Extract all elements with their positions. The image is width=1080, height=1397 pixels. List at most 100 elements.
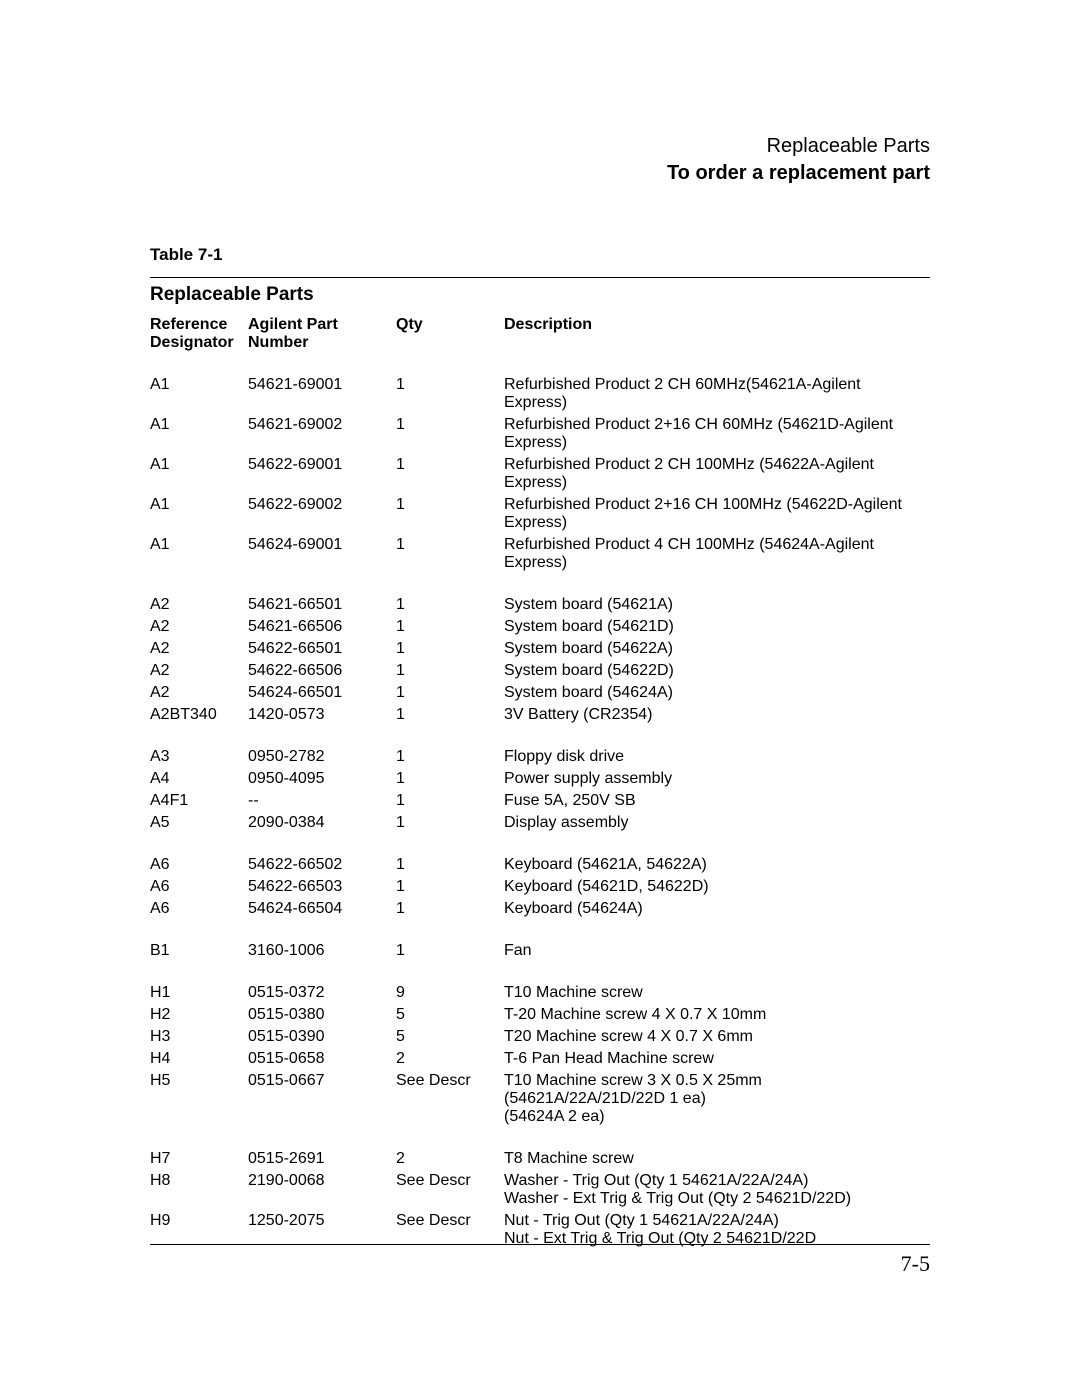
cell-ref: A2 <box>150 616 248 638</box>
cell-ref: A1 <box>150 494 248 534</box>
cell-qty: 1 <box>396 812 504 834</box>
cell-part: 54622-69001 <box>248 454 396 494</box>
cell-ref: A5 <box>150 812 248 834</box>
cell-qty: 1 <box>396 616 504 638</box>
table-row: A654624-665041Keyboard (54624A) <box>150 898 930 920</box>
cell-qty: 1 <box>396 660 504 682</box>
cell-qty: 1 <box>396 768 504 790</box>
cell-part: 0515-0667 <box>248 1070 396 1128</box>
table-row: A154624-690011Refurbished Product 4 CH 1… <box>150 534 930 574</box>
cell-desc: System board (54622A) <box>504 638 930 660</box>
cell-desc: T-6 Pan Head Machine screw <box>504 1048 930 1070</box>
cell-qty: 5 <box>396 1026 504 1048</box>
parts-table-body: A154621-690011Refurbished Product 2 CH 6… <box>150 354 930 1250</box>
cell-qty: 1 <box>396 854 504 876</box>
table-row: B13160-10061Fan <box>150 940 930 962</box>
cell-ref: H7 <box>150 1148 248 1170</box>
cell-part: 54622-66506 <box>248 660 396 682</box>
table-row: A254622-665011System board (54622A) <box>150 638 930 660</box>
cell-qty: 2 <box>396 1148 504 1170</box>
cell-ref: A2 <box>150 638 248 660</box>
cell-ref: A3 <box>150 746 248 768</box>
cell-qty: 1 <box>396 746 504 768</box>
table-row: A40950-40951Power supply assembly <box>150 768 930 790</box>
cell-part: 0515-2691 <box>248 1148 396 1170</box>
cell-part: 3160-1006 <box>248 940 396 962</box>
cell-qty: 2 <box>396 1048 504 1070</box>
cell-ref: A2 <box>150 594 248 616</box>
cell-desc: T10 Machine screw <box>504 982 930 1004</box>
cell-ref: A2 <box>150 682 248 704</box>
table-row: H50515-0667See DescrT10 Machine screw 3 … <box>150 1070 930 1128</box>
cell-part: 54622-66502 <box>248 854 396 876</box>
parts-table-head: Reference Designator Agilent Part Number… <box>150 314 930 354</box>
table-row: A254621-665011System board (54621A) <box>150 594 930 616</box>
cell-part: 0515-0390 <box>248 1026 396 1048</box>
cell-ref: H3 <box>150 1026 248 1048</box>
cell-qty: See Descr <box>396 1170 504 1210</box>
cell-qty: 1 <box>396 898 504 920</box>
cell-qty: 1 <box>396 638 504 660</box>
cell-part: 54624-69001 <box>248 534 396 574</box>
table-row: H70515-26912T8 Machine screw <box>150 1148 930 1170</box>
page-footer: 7-5 <box>150 1244 930 1277</box>
cell-qty: 5 <box>396 1004 504 1026</box>
cell-ref: A1 <box>150 374 248 414</box>
table-row: A2BT3401420-057313V Battery (CR2354) <box>150 704 930 726</box>
cell-ref: B1 <box>150 940 248 962</box>
cell-desc: Refurbished Product 2+16 CH 100MHz (5462… <box>504 494 930 534</box>
cell-part: 54621-69001 <box>248 374 396 414</box>
cell-ref: A1 <box>150 454 248 494</box>
cell-desc: Floppy disk drive <box>504 746 930 768</box>
cell-ref: A2BT340 <box>150 704 248 726</box>
cell-qty: 1 <box>396 682 504 704</box>
page-header: Replaceable Parts To order a replacement… <box>150 135 930 185</box>
cell-part: -- <box>248 790 396 812</box>
cell-desc: System board (54621D) <box>504 616 930 638</box>
cell-desc: Washer - Trig Out (Qty 1 54621A/22A/24A)… <box>504 1170 930 1210</box>
group-gap <box>150 834 930 854</box>
cell-qty: 1 <box>396 494 504 534</box>
table-row: A154622-690021Refurbished Product 2+16 C… <box>150 494 930 534</box>
cell-desc: Display assembly <box>504 812 930 834</box>
cell-desc: 3V Battery (CR2354) <box>504 704 930 726</box>
cell-desc: T-20 Machine screw 4 X 0.7 X 10mm <box>504 1004 930 1026</box>
cell-part: 54622-66503 <box>248 876 396 898</box>
cell-part: 54624-66504 <box>248 898 396 920</box>
cell-part: 0515-0658 <box>248 1048 396 1070</box>
cell-ref: H2 <box>150 1004 248 1026</box>
parts-table: Reference Designator Agilent Part Number… <box>150 314 930 1250</box>
cell-ref: A4 <box>150 768 248 790</box>
table-row: H82190-0068See DescrWasher - Trig Out (Q… <box>150 1170 930 1210</box>
table-row: A654622-665021Keyboard (54621A, 54622A) <box>150 854 930 876</box>
group-gap <box>150 574 930 594</box>
cell-ref: H5 <box>150 1070 248 1128</box>
page-number: 7-5 <box>150 1245 930 1277</box>
cell-ref: A4F1 <box>150 790 248 812</box>
cell-ref: H4 <box>150 1048 248 1070</box>
cell-part: 1420-0573 <box>248 704 396 726</box>
table-title-rule <box>150 277 930 278</box>
table-row: A154621-690011Refurbished Product 2 CH 6… <box>150 374 930 414</box>
cell-ref: H8 <box>150 1170 248 1210</box>
header-subsection-title: To order a replacement part <box>150 162 930 185</box>
table-row: H40515-06582T-6 Pan Head Machine screw <box>150 1048 930 1070</box>
cell-ref: A6 <box>150 854 248 876</box>
group-gap <box>150 726 930 746</box>
cell-part: 54621-69002 <box>248 414 396 454</box>
group-gap <box>150 920 930 940</box>
cell-part: 0515-0380 <box>248 1004 396 1026</box>
cell-qty: 1 <box>396 594 504 616</box>
cell-desc: Refurbished Product 2 CH 100MHz (54622A-… <box>504 454 930 494</box>
cell-qty: 1 <box>396 876 504 898</box>
cell-part: 54622-69002 <box>248 494 396 534</box>
group-gap <box>150 1128 930 1148</box>
table-row: A254624-665011System board (54624A) <box>150 682 930 704</box>
col-header-part-number: Agilent Part Number <box>248 314 396 354</box>
table-row: A154622-690011Refurbished Product 2 CH 1… <box>150 454 930 494</box>
table-row: A254621-665061System board (54621D) <box>150 616 930 638</box>
table-row: A154621-690021Refurbished Product 2+16 C… <box>150 414 930 454</box>
table-row: A4F1--1Fuse 5A, 250V SB <box>150 790 930 812</box>
cell-ref: A6 <box>150 898 248 920</box>
table-row: H30515-03905T20 Machine screw 4 X 0.7 X … <box>150 1026 930 1048</box>
